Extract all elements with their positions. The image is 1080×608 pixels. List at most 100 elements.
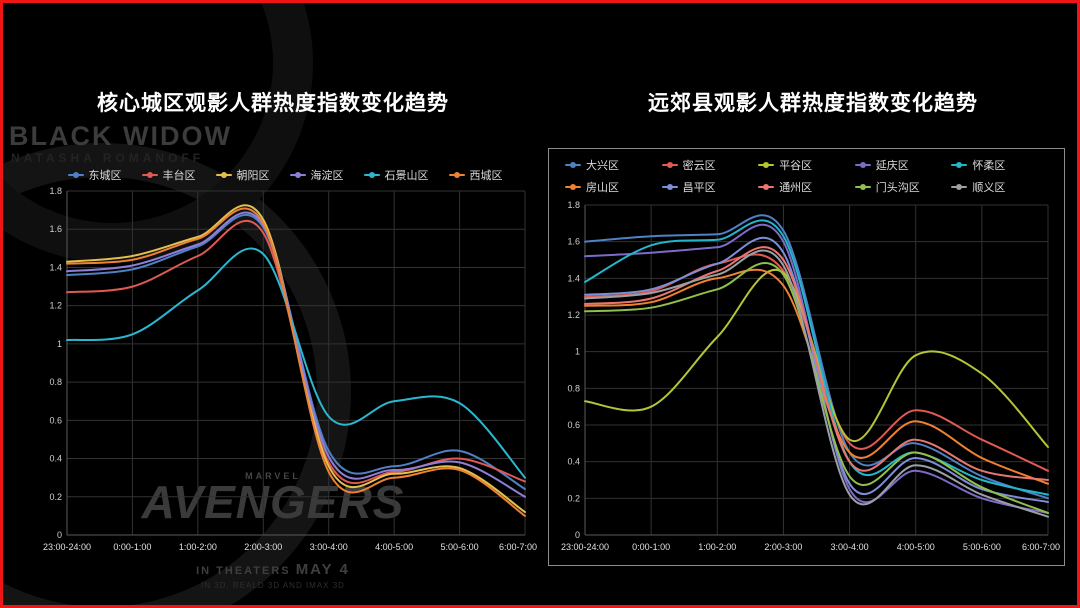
legend-label: 朝阳区 [236, 170, 270, 182]
series-line [584, 219, 1049, 496]
y-axis-label: 1.8 [49, 186, 62, 196]
x-axis-label: 23:00-24:00 [561, 542, 609, 552]
avengers-watermark: MARVEL AVENGERS IN THEATERS MAY 4 IN 3D,… [113, 471, 433, 590]
legend-label: 顺义区 [972, 182, 1006, 194]
series-line [66, 219, 526, 485]
legend-label: 门头沟区 [875, 182, 920, 194]
theaters-line: IN THEATERS MAY 4 [113, 561, 433, 578]
y-axis-label: 0.2 [567, 493, 580, 503]
legend-item-1-8[interactable]: 门头沟区 [854, 179, 952, 195]
legend-label: 西城区 [469, 170, 503, 182]
legend-label: 大兴区 [586, 160, 619, 172]
x-axis-label: 6:00-7:00 [1022, 542, 1060, 552]
y-axis-label: 0.6 [567, 420, 580, 430]
x-axis-label: 1:00-2:00 [179, 542, 217, 552]
suburban-districts-legend: 大兴区 密云区 平谷区 延庆区 怀柔区房山区 昌平区 通州区 门头沟区 顺义区 [549, 149, 1064, 197]
x-axis-label: 0:00-1:00 [632, 542, 670, 552]
y-axis-label: 0 [575, 530, 580, 540]
legend-item-0-0[interactable]: 东城区 [67, 167, 122, 183]
y-axis-label: 1.2 [567, 310, 580, 320]
legend-item-0-5[interactable]: 西城区 [448, 167, 503, 183]
legend-item-1-9[interactable]: 顺义区 [951, 179, 1048, 195]
y-axis-label: 0.8 [49, 377, 62, 387]
legend-item-1-6[interactable]: 昌平区 [661, 179, 759, 195]
right-chart-title: 远郊县观影人群热度指数变化趋势 [648, 92, 978, 115]
legend-line-marker [854, 162, 871, 168]
y-axis-label: 1.4 [49, 262, 62, 272]
legend-line-marker [363, 172, 380, 178]
legend-label: 密云区 [682, 160, 716, 172]
series-line [584, 261, 1049, 514]
series-line [66, 247, 526, 479]
legend-label: 通州区 [779, 182, 813, 194]
series-line [584, 214, 1049, 500]
legend-item-0-4[interactable]: 石景山区 [363, 167, 429, 183]
x-axis-label: 5:00-6:00 [963, 542, 1001, 552]
suburban-districts-line-chart: 0 0.2 0.4 0.6 0.8 1 1.2 1.4 1.6 1.8 23:00-24:00 0:0… [561, 200, 1060, 552]
y-axis-label: 0.6 [49, 415, 62, 425]
x-axis-label: 6:00-7:00 [499, 542, 537, 552]
legend-line-marker [289, 172, 306, 178]
legend-line-marker [661, 184, 678, 190]
series-line [584, 236, 1049, 503]
core-districts-legend: 东城区 丰台区 朝阳区 海淀区 石景山区 西城区 [31, 155, 539, 183]
y-axis-label: 0.4 [567, 457, 580, 467]
y-axis-label: 1.4 [567, 273, 580, 283]
legend-item-0-3[interactable]: 海淀区 [289, 167, 344, 183]
x-axis-label: 0:00-1:00 [113, 542, 151, 552]
marvel-text: MARVEL [245, 471, 301, 481]
legend-item-1-4[interactable]: 怀柔区 [951, 157, 1048, 173]
legend-item-1-5[interactable]: 房山区 [565, 179, 662, 195]
x-axis-label: 3:00-4:00 [310, 542, 348, 552]
y-axis-label: 0 [57, 530, 62, 540]
series-lines [584, 214, 1049, 518]
core-districts-line-chart: 0 0.2 0.4 0.6 0.8 1 1.2 1.4 1.6 1.8 23:00-24:00 0:0… [43, 186, 537, 552]
legend-label: 石景山区 [384, 170, 429, 182]
legend-line-marker [661, 162, 678, 168]
series-line [66, 211, 526, 498]
series-line [584, 249, 1049, 518]
y-axis-label: 0.8 [567, 383, 580, 393]
legend-label: 怀柔区 [972, 160, 1006, 172]
legend-item-1-7[interactable]: 通州区 [758, 179, 855, 195]
legend-label: 海淀区 [310, 170, 344, 182]
legend-item-1-2[interactable]: 平谷区 [758, 157, 855, 173]
legend-line-marker [565, 184, 581, 190]
x-axis-label: 4:00-5:00 [897, 542, 935, 552]
y-axis-label: 1.8 [567, 200, 580, 210]
series-line [584, 269, 1049, 448]
series-line [584, 246, 1049, 481]
series-line [66, 207, 526, 517]
legend-label: 昌平区 [682, 182, 716, 194]
x-axis-label: 2:00-3:00 [764, 542, 802, 552]
legend-label: 房山区 [586, 182, 619, 194]
legend-label: 东城区 [88, 170, 122, 182]
legend-line-marker [951, 184, 968, 190]
legend-line-marker [758, 162, 775, 168]
x-axis-label: 23:00-24:00 [43, 542, 91, 552]
series-lines [66, 204, 526, 517]
legend-label: 延庆区 [875, 160, 909, 172]
legend-line-marker [67, 172, 84, 178]
series-line [66, 204, 526, 514]
legend-item-1-1[interactable]: 密云区 [661, 157, 759, 173]
legend-line-marker [758, 184, 775, 190]
y-axis-label: 1 [575, 347, 580, 357]
x-axis-label: 5:00-6:00 [441, 542, 479, 552]
legend-item-0-2[interactable]: 朝阳区 [215, 167, 270, 183]
legend-item-1-3[interactable]: 延庆区 [854, 157, 952, 173]
legend-line-marker [854, 184, 871, 190]
left-chart-title: 核心城区观影人群热度指数变化趋势 [97, 92, 449, 115]
movie-subtitle-watermark: NATASHA ROMANOFF [11, 151, 205, 165]
legend-label: 平谷区 [779, 160, 813, 172]
theaters-date: MAY 4 [295, 560, 350, 578]
legend-item-0-1[interactable]: 丰台区 [141, 167, 196, 183]
legend-item-1-0[interactable]: 大兴区 [565, 157, 662, 173]
legend-line-marker [448, 172, 465, 178]
x-axis-label: 4:00-5:00 [375, 542, 413, 552]
y-axis-label: 1.6 [567, 237, 580, 247]
legend-line-marker [565, 162, 581, 168]
formats-line: IN 3D, REALD 3D AND IMAX 3D [201, 580, 345, 590]
theaters-prefix: IN THEATERS [196, 564, 291, 577]
